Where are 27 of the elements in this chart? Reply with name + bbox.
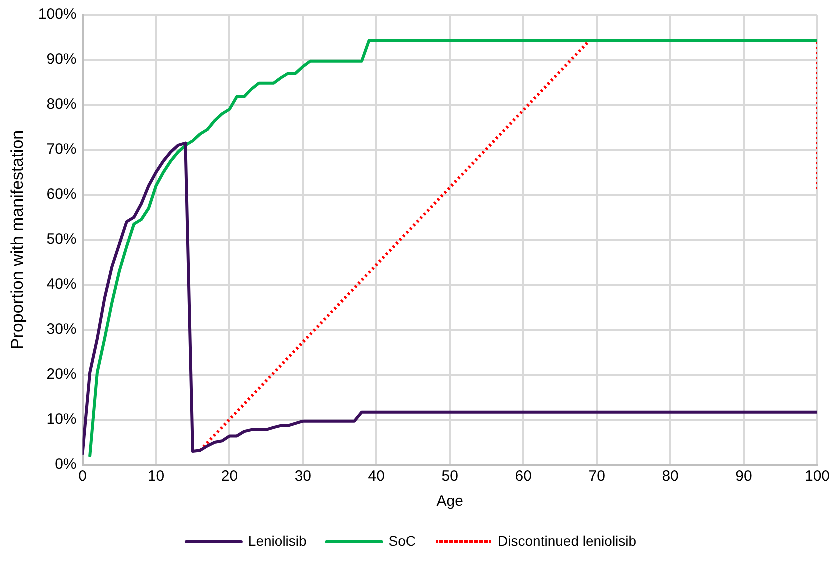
y-tick-label: 10%: [46, 411, 77, 428]
y-tick-label: 90%: [46, 51, 77, 68]
x-tick-label: 90: [736, 468, 752, 486]
x-tick-label: 60: [515, 468, 532, 486]
legend-label: SoC: [388, 532, 416, 549]
x-tick-label: 70: [588, 468, 606, 486]
x-axis-title: Age: [436, 493, 464, 510]
x-tick-label: 30: [294, 468, 312, 486]
x-tick-label: 40: [368, 468, 385, 486]
y-tick-label: 40%: [46, 276, 77, 294]
x-tick-label: 80: [662, 468, 679, 486]
y-axis-title: Proportion with manifestation: [8, 130, 27, 350]
x-tick-label: 50: [442, 468, 458, 486]
x-tick-label: 10: [148, 468, 165, 486]
y-tick-label: 30%: [46, 321, 77, 338]
legend-label: Leniolisib: [248, 532, 308, 549]
y-tick-label: 70%: [46, 141, 77, 158]
legend-label: Discontinued leniolisib: [498, 532, 637, 549]
y-tick-label: 50%: [46, 231, 77, 248]
x-tick-label: 0: [78, 468, 87, 486]
x-tick-label: 100: [804, 468, 830, 486]
x-tick-label: 20: [221, 468, 238, 486]
y-tick-label: 80%: [46, 96, 77, 114]
y-tick-label: 0%: [55, 456, 77, 474]
y-tick-label: 60%: [46, 186, 77, 204]
y-tick-label: 20%: [46, 366, 77, 384]
y-tick-label: 100%: [38, 6, 77, 24]
